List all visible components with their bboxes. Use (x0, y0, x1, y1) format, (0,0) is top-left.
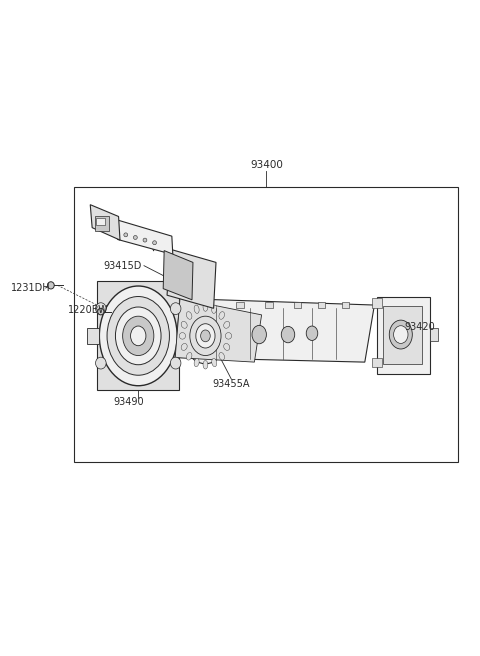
Ellipse shape (170, 303, 181, 315)
Ellipse shape (224, 344, 230, 350)
Text: 93420: 93420 (405, 321, 435, 332)
Bar (96, 218, 105, 225)
Ellipse shape (96, 303, 106, 315)
Ellipse shape (201, 330, 210, 342)
Ellipse shape (252, 325, 266, 344)
Bar (318, 302, 325, 308)
Bar (383, 306, 422, 364)
Ellipse shape (281, 327, 295, 342)
Ellipse shape (107, 297, 169, 375)
Ellipse shape (190, 316, 221, 356)
Ellipse shape (180, 333, 185, 339)
Ellipse shape (212, 358, 217, 367)
Bar (372, 298, 382, 308)
Ellipse shape (219, 352, 225, 360)
Bar (377, 297, 430, 374)
Bar (265, 302, 273, 308)
Ellipse shape (143, 238, 147, 242)
Ellipse shape (389, 320, 412, 349)
Ellipse shape (219, 312, 225, 319)
Ellipse shape (186, 352, 192, 360)
Ellipse shape (203, 360, 208, 369)
Ellipse shape (153, 241, 156, 245)
Ellipse shape (394, 325, 408, 344)
Ellipse shape (48, 281, 54, 289)
Ellipse shape (99, 286, 177, 386)
Ellipse shape (170, 357, 181, 369)
Polygon shape (175, 298, 374, 362)
Bar (236, 302, 244, 308)
Ellipse shape (181, 321, 187, 328)
Ellipse shape (98, 308, 104, 315)
Ellipse shape (226, 333, 231, 339)
Bar (74, 187, 458, 462)
Ellipse shape (96, 357, 106, 369)
Ellipse shape (115, 307, 161, 365)
Bar (87, 328, 99, 344)
Polygon shape (90, 205, 120, 240)
Bar (372, 358, 382, 367)
Polygon shape (175, 298, 262, 362)
Ellipse shape (196, 323, 215, 348)
Text: 93415D: 93415D (103, 260, 142, 271)
Polygon shape (117, 220, 173, 255)
Text: 1231DH: 1231DH (12, 283, 51, 293)
Ellipse shape (181, 344, 187, 350)
Ellipse shape (203, 302, 208, 311)
Ellipse shape (124, 233, 128, 237)
Ellipse shape (224, 321, 230, 328)
Ellipse shape (186, 312, 192, 319)
Polygon shape (167, 249, 216, 308)
Bar (430, 328, 438, 341)
Bar (97, 281, 179, 390)
Ellipse shape (212, 305, 217, 314)
Text: 93490: 93490 (113, 397, 144, 407)
Bar (342, 302, 349, 308)
Ellipse shape (122, 316, 154, 356)
Text: 93455A: 93455A (213, 379, 250, 389)
Ellipse shape (194, 305, 199, 314)
Ellipse shape (194, 358, 199, 367)
Ellipse shape (183, 308, 228, 363)
Text: 1220BW: 1220BW (69, 304, 109, 315)
Polygon shape (163, 251, 193, 300)
Ellipse shape (133, 236, 137, 239)
Text: 93400: 93400 (250, 160, 283, 171)
Ellipse shape (131, 326, 146, 346)
Bar (95, 216, 109, 231)
Bar (294, 302, 301, 308)
Ellipse shape (306, 326, 318, 340)
